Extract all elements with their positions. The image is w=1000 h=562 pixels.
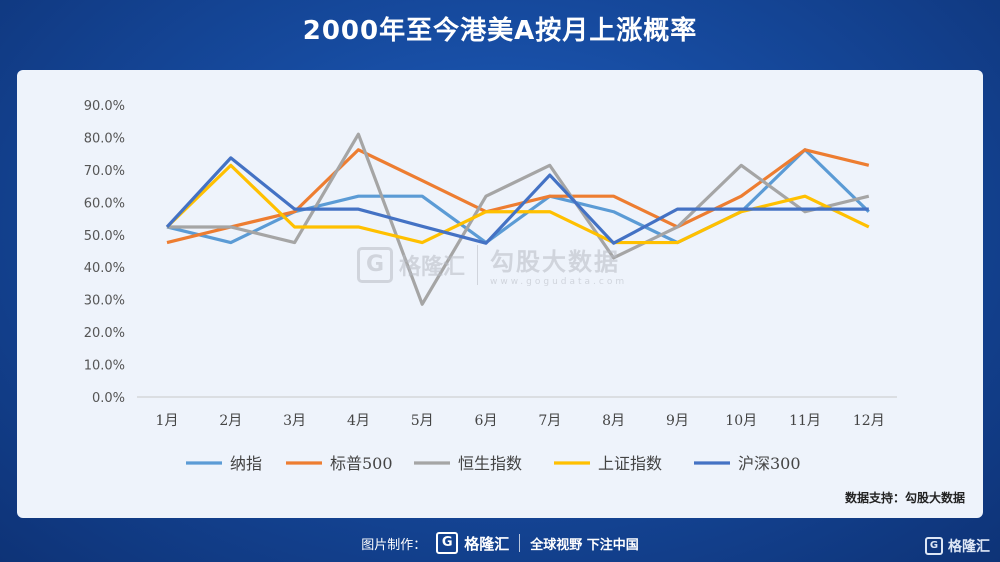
corner-brand-text: 格隆汇 (948, 539, 990, 555)
watermark-divider (477, 244, 479, 285)
x-tick-label: 3月 (283, 413, 306, 429)
footer-logo-icon: G (436, 532, 459, 554)
x-tick-label: 12月 (853, 413, 885, 429)
series-line (165, 156, 869, 245)
x-tick-label: 4月 (347, 413, 370, 429)
y-tick-label: 20.0% (84, 326, 125, 341)
y-tick-label: 50.0% (84, 229, 125, 244)
chart-panel: 0.0% 10.0% 20.0% 30.0% 40.0% 50.0% 60.0% 70.0% 8… (17, 70, 983, 518)
series-line (166, 148, 870, 245)
x-tick-label: 8月 (602, 413, 625, 429)
chart-title: 2000年至今港美A按月上涨概率 (302, 16, 698, 46)
legend-label: 标普500 (330, 454, 393, 473)
x-tick-label: 11月 (789, 413, 821, 429)
line-chart: 0.0% 10.0% 20.0% 30.0% 40.0% 50.0% 60.0% 70.0% 8… (84, 99, 897, 473)
x-tick-label: 6月 (475, 413, 498, 429)
source-label: 数据支持：勾股大数据 (844, 491, 965, 505)
legend-label: 恒生指数 (458, 454, 522, 473)
series-line (166, 148, 870, 245)
y-tick-label: 80.0% (84, 131, 125, 146)
y-tick-label: 10.0% (84, 359, 125, 374)
watermark-url: www.gogudata.com (490, 277, 628, 287)
y-tick-label: 60.0% (84, 196, 125, 211)
y-tick-label: 90.0% (84, 99, 125, 114)
x-tick-label: 9月 (666, 413, 689, 429)
corner-logo-icon: G (925, 537, 943, 555)
watermark-cn: 勾股大数据 (490, 248, 621, 276)
y-tick-label: 70.0% (84, 164, 125, 179)
corner-brand: G 格隆汇 (925, 536, 990, 556)
watermark-brand: 格隆汇 (399, 254, 466, 280)
watermark-logo: G (357, 246, 393, 283)
footer-made-by: 图片制作： (361, 537, 427, 553)
footer-slogan: 全球视野 下注中国 (530, 537, 639, 553)
x-tick-label: 10月 (725, 413, 757, 429)
footer-brand: 格隆汇 (464, 534, 510, 553)
legend-label: 上证指数 (598, 454, 662, 473)
x-tick-label: 5月 (411, 413, 434, 429)
x-tick-label: 7月 (538, 413, 561, 429)
series-line (167, 132, 870, 306)
x-tick-label: 2月 (219, 413, 242, 429)
watermark: G 格隆汇 勾股大数据 www.gogudata.com (357, 242, 627, 287)
y-tick-label: 30.0% (84, 294, 125, 309)
footer: 图片制作： G 格隆汇 全球视野 下注中国 (0, 528, 1000, 558)
y-tick-label: 0.0% (92, 391, 125, 406)
footer-divider (519, 534, 521, 552)
x-tick-label: 1月 (156, 413, 179, 429)
y-tick-label: 40.0% (84, 261, 125, 276)
legend-label: 纳指 (230, 454, 262, 473)
legend-label: 沪深300 (738, 454, 801, 473)
